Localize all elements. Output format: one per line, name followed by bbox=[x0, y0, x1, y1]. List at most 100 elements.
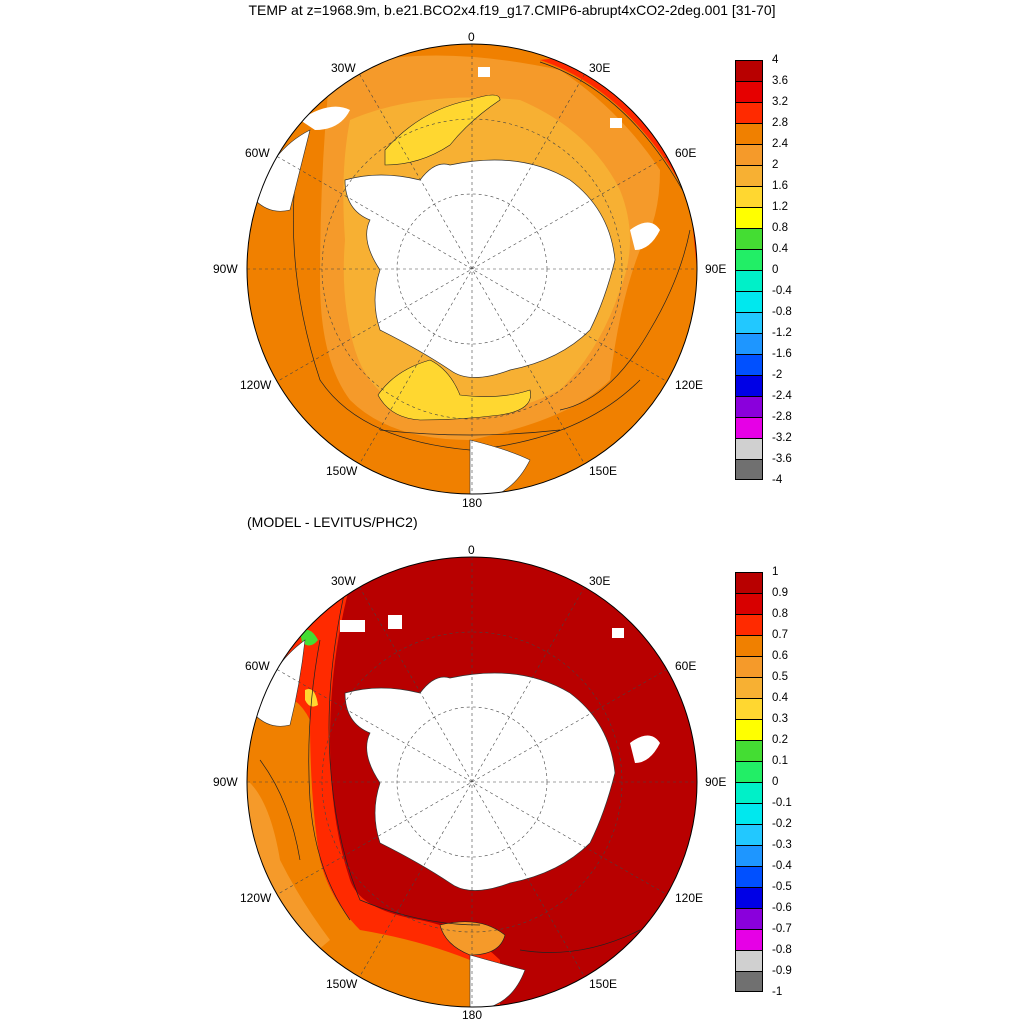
top-colorbar-tick-label: 2 bbox=[772, 159, 779, 171]
top-lon-label-120w: 120W bbox=[240, 378, 272, 392]
top-lon-label-120e: 120E bbox=[675, 378, 704, 392]
bottom-colorbar-swatch bbox=[735, 593, 763, 614]
top-colorbar-tick-label: -0.4 bbox=[772, 285, 792, 297]
top-colorbar-swatch bbox=[735, 291, 763, 312]
top-map-antarctica bbox=[344, 159, 616, 378]
bottom-colorbar-tick-label: -0.3 bbox=[772, 839, 792, 851]
bottom-lon-label-60w: 60W bbox=[245, 659, 270, 673]
top-colorbar-swatch bbox=[735, 249, 763, 270]
bottom-lon-label-180: 180 bbox=[462, 1008, 483, 1022]
bottom-map-island-b bbox=[612, 628, 624, 638]
bottom-colorbar-swatch bbox=[735, 929, 763, 950]
top-colorbar-tick-label: 2.4 bbox=[772, 138, 788, 150]
top-map-island-west bbox=[300, 106, 350, 130]
bottom-colorbar-tick-label: 0.6 bbox=[772, 650, 788, 662]
bottom-map-island-a bbox=[388, 615, 402, 629]
bottom-colorbar-tick-label: -0.9 bbox=[772, 965, 792, 977]
top-map-border bbox=[246, 43, 698, 495]
top-lon-label-90w: 90W bbox=[213, 262, 238, 276]
bottom-colorbar-tick-label: -0.6 bbox=[772, 902, 792, 914]
bottom-colorbar-swatch bbox=[735, 677, 763, 698]
bottom-colorbar-swatch bbox=[735, 698, 763, 719]
top-colorbar-swatch bbox=[735, 123, 763, 144]
bottom-lon-label-60e: 60E bbox=[675, 659, 697, 673]
bottom-colorbar-swatch bbox=[735, 866, 763, 887]
top-lon-label-30e: 30E bbox=[589, 61, 611, 75]
top-colorbar-tick-label: -1.2 bbox=[772, 327, 792, 339]
bottom-map-new-zealand bbox=[469, 954, 526, 1007]
top-colorbar-tick-label: -2.4 bbox=[772, 390, 792, 402]
bottom-colorbar-tick-label: 0.2 bbox=[772, 734, 788, 746]
top-colorbar bbox=[735, 60, 763, 480]
top-colorbar-tick-label: -1.6 bbox=[772, 348, 792, 360]
top-colorbar-frame bbox=[735, 60, 763, 480]
bottom-colorbar-swatch bbox=[735, 635, 763, 656]
top-colorbar-tick-label: 1.2 bbox=[772, 201, 788, 213]
top-colorbar-swatch bbox=[735, 417, 763, 438]
bottom-colorbar-swatch bbox=[735, 971, 763, 992]
top-colorbar-swatch bbox=[735, 81, 763, 102]
bottom-colorbar-tick-label: 1 bbox=[772, 566, 779, 578]
bottom-lon-label-30w: 30W bbox=[331, 574, 356, 588]
top-colorbar-tick-label: 3.2 bbox=[772, 96, 788, 108]
bottom-map-orange-patch bbox=[439, 921, 506, 956]
plot-title: TEMP at z=1968.9m, b.e21.BCO2x4.f19_g17.… bbox=[248, 2, 776, 18]
bottom-colorbar-tick-label: 0.7 bbox=[772, 629, 788, 641]
top-map-graticule bbox=[247, 44, 697, 494]
top-colorbar-tick-label: 0.8 bbox=[772, 222, 788, 234]
bottom-colorbar-swatch bbox=[735, 614, 763, 635]
top-colorbar-tick-label: -4 bbox=[772, 474, 783, 486]
bottom-lon-label-30e: 30E bbox=[589, 574, 611, 588]
bottom-map-island-c bbox=[340, 620, 365, 632]
bottom-colorbar-tick-label: 0 bbox=[772, 776, 779, 788]
top-lon-label-60e: 60E bbox=[675, 146, 697, 160]
bottom-map-antarctica bbox=[344, 672, 616, 891]
bottom-colorbar-swatch bbox=[735, 782, 763, 803]
bottom-lon-label-90w: 90W bbox=[213, 775, 238, 789]
bottom-colorbar-swatch bbox=[735, 656, 763, 677]
top-colorbar-swatch bbox=[735, 144, 763, 165]
top-colorbar-tick-label: -3.6 bbox=[772, 453, 792, 465]
top-map-kerguelen bbox=[630, 222, 660, 250]
bottom-map-graticule bbox=[247, 557, 697, 1007]
bottom-colorbar-swatch bbox=[735, 887, 763, 908]
top-lon-label-90e: 90E bbox=[705, 262, 727, 276]
top-colorbar-swatch bbox=[735, 270, 763, 291]
bottom-lon-label-150e: 150E bbox=[589, 977, 618, 991]
top-colorbar-tick-label: -3.2 bbox=[772, 432, 792, 444]
top-colorbar-tick-label: 2.8 bbox=[772, 117, 788, 129]
bottom-lon-label-120e: 120E bbox=[675, 891, 704, 905]
top-map-new-zealand bbox=[469, 439, 531, 494]
bottom-lon-label-120w: 120W bbox=[240, 891, 272, 905]
top-lon-label-180: 180 bbox=[462, 496, 483, 510]
top-colorbar-swatch bbox=[735, 102, 763, 123]
top-colorbar-swatch bbox=[735, 354, 763, 375]
bottom-colorbar-swatch bbox=[735, 719, 763, 740]
top-colorbar-tick-label: 1.6 bbox=[772, 180, 788, 192]
top-colorbar-swatch bbox=[735, 333, 763, 354]
bottom-colorbar-tick-label: -0.1 bbox=[772, 797, 792, 809]
top-colorbar-tick-label: 0.4 bbox=[772, 243, 788, 255]
bottom-colorbar-tick-label: -1 bbox=[772, 986, 783, 998]
bottom-lon-label-150w: 150W bbox=[326, 977, 358, 991]
top-lon-label-150w: 150W bbox=[326, 464, 358, 478]
bottom-colorbar-tick-label: 0.8 bbox=[772, 608, 788, 620]
top-map-contours bbox=[293, 61, 691, 451]
bottom-colorbar-frame bbox=[735, 572, 763, 992]
bottom-colorbar-swatch bbox=[735, 824, 763, 845]
top-map-island-north bbox=[478, 67, 490, 77]
bottom-difference-map bbox=[247, 557, 697, 1007]
bottom-colorbar bbox=[735, 572, 763, 992]
top-colorbar-swatch bbox=[735, 375, 763, 396]
bottom-colorbar-tick-label: -0.4 bbox=[772, 860, 792, 872]
bottom-colorbar-tick-label: -0.5 bbox=[772, 881, 792, 893]
top-colorbar-tick-label: 0 bbox=[772, 264, 779, 276]
top-lon-label-30w: 30W bbox=[331, 61, 356, 75]
bottom-colorbar-swatch bbox=[735, 845, 763, 866]
bottom-colorbar-swatch bbox=[735, 740, 763, 761]
top-colorbar-swatch bbox=[735, 438, 763, 459]
top-map-yellow-patch-north bbox=[384, 94, 501, 166]
bottom-colorbar-swatch bbox=[735, 950, 763, 971]
top-lon-label-60w: 60W bbox=[245, 146, 270, 160]
